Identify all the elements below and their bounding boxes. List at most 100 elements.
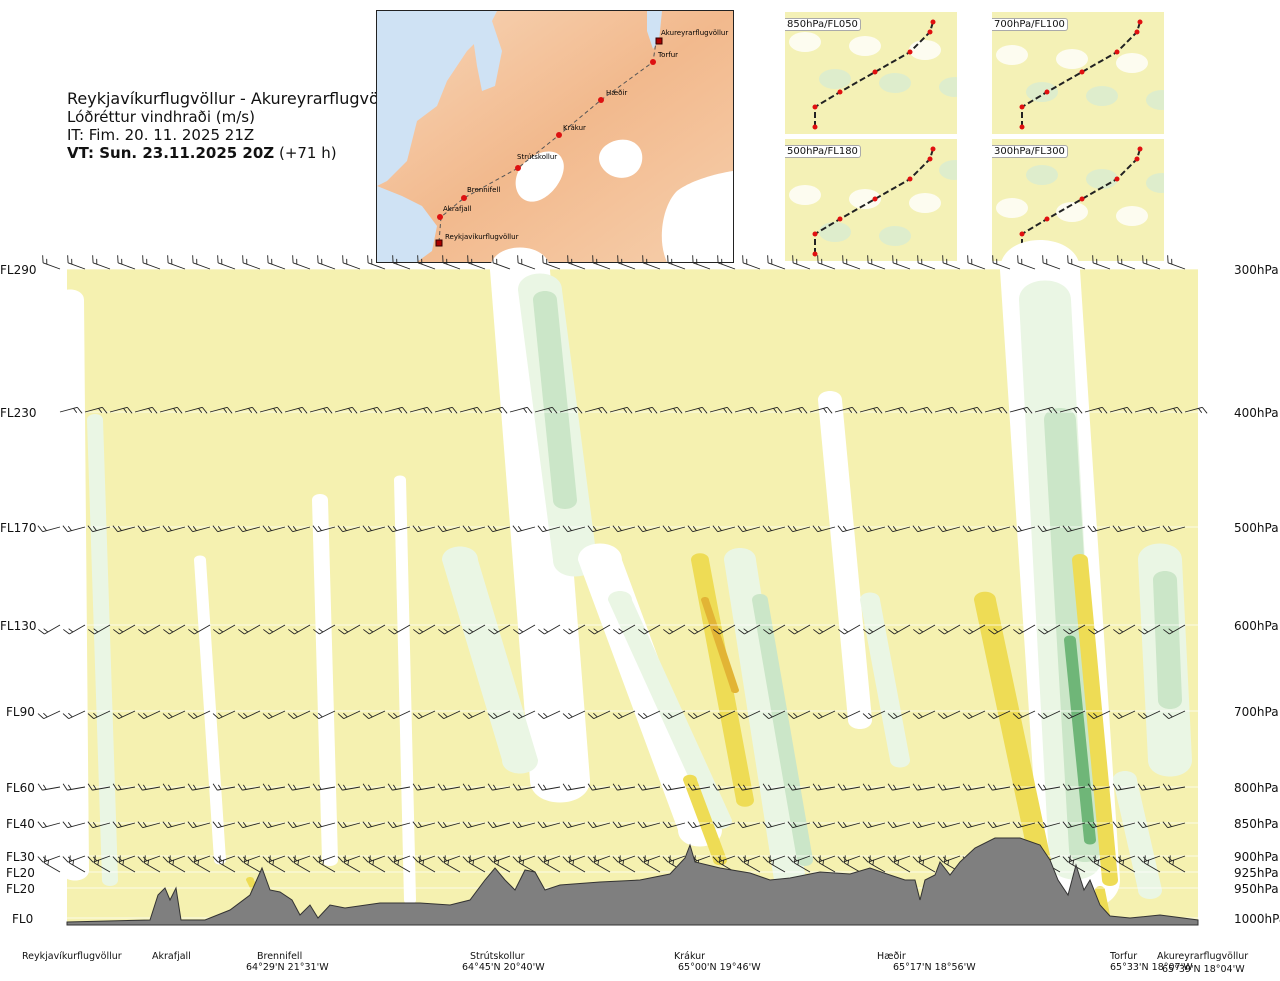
wind-barb (337, 710, 361, 720)
wind-barb (868, 855, 886, 873)
wind-barb (488, 624, 511, 635)
wind-barb (887, 525, 911, 533)
wind-barb (737, 783, 761, 791)
wind-barb (937, 710, 961, 720)
wind-barb (787, 525, 811, 533)
wind-barb (843, 855, 861, 873)
wind-barb (912, 710, 936, 720)
wind-barb (162, 783, 186, 791)
wind-barb (763, 624, 786, 635)
wind-barb (159, 406, 183, 414)
wind-barb (62, 525, 86, 533)
location-name: Krákur (674, 951, 706, 962)
mini-map-waypoint (1044, 89, 1050, 95)
mini-map-blob (879, 73, 911, 93)
wind-barb (659, 406, 683, 414)
wind-barb (184, 406, 208, 414)
wind-barb (242, 255, 261, 270)
wind-barb (1112, 525, 1136, 533)
wind-barb (987, 783, 1011, 791)
wind-barb (987, 525, 1011, 533)
wind-barb (1162, 783, 1186, 791)
wind-barb (934, 406, 958, 414)
mini-map-blob (1116, 53, 1148, 73)
wind-barb (1112, 710, 1136, 720)
wind-barb (1087, 710, 1111, 720)
mini-map-waypoint (1137, 19, 1143, 25)
wind-barb (113, 624, 136, 635)
wind-barb (392, 255, 411, 270)
wind-barb (662, 783, 686, 791)
wind-barb (268, 855, 286, 873)
wind-barb (1042, 255, 1061, 270)
wind-barb (712, 525, 736, 533)
wind-barb (737, 710, 761, 720)
route-map-drawing: Akureyrarflugvöllur Torfur Hæðir Krákur … (377, 11, 733, 262)
wind-barb (509, 406, 533, 414)
wind-barb (337, 783, 361, 791)
wind-barb (362, 525, 386, 533)
mini-map-blob (1056, 202, 1088, 222)
fl-label-90: FL90 (6, 705, 35, 719)
title-block: Reykjavíkurflugvöllur - Akureyrarflugvöl… (67, 90, 404, 163)
wind-barb (42, 255, 61, 270)
wind-barb (543, 855, 561, 873)
wind-barb (812, 525, 836, 533)
wind-barb (384, 406, 408, 414)
wind-barb (487, 783, 511, 791)
wind-barb (712, 821, 736, 829)
wind-barb (112, 710, 136, 720)
wind-barb (1012, 710, 1036, 720)
mini-map-blob (819, 222, 851, 242)
fl-label-20b: FL20 (6, 882, 35, 896)
location-name: Hæðir (877, 951, 906, 962)
location-name: Akrafjall (152, 951, 191, 962)
wind-barb (734, 406, 758, 414)
wind-barb (93, 855, 111, 873)
mini-map-waypoint (1114, 49, 1120, 55)
wind-barb (1117, 255, 1136, 270)
wind-barb (643, 855, 661, 873)
waypoint-marker-strutskollur (515, 165, 521, 171)
field-band (1072, 554, 1118, 886)
wind-barb (637, 821, 661, 829)
wind-barb (212, 821, 236, 829)
wind-barb (312, 710, 336, 720)
wind-barb (213, 624, 236, 635)
wind-barb (387, 525, 411, 533)
hpa-label-1000: 1000hPa (1234, 912, 1280, 926)
wind-barb (563, 624, 586, 635)
waypoint-marker-akrafjall (437, 214, 443, 220)
wind-barb (884, 406, 908, 414)
waypoint-marker-brennifell (461, 195, 467, 201)
wind-barb (1087, 821, 1111, 829)
mini-map-waypoint (1079, 69, 1085, 75)
wind-barb (813, 624, 836, 635)
fl-label-60: FL60 (6, 781, 35, 795)
wind-barb (513, 624, 536, 635)
wind-barb (1159, 406, 1183, 414)
wind-barb (487, 821, 511, 829)
wind-barb (917, 255, 936, 270)
wind-barb (637, 783, 661, 791)
wind-barb (687, 821, 711, 829)
location-name: Brennifell (257, 951, 303, 962)
wind-barb (387, 710, 411, 720)
wind-barb (1137, 525, 1161, 533)
wind-barb (962, 821, 986, 829)
hpa-label-600: 600hPa (1234, 619, 1279, 633)
waypoint-label-brennifell: Brennifell (467, 186, 500, 194)
wind-barb (117, 255, 136, 270)
wind-barb (1087, 525, 1111, 533)
wind-barb (317, 255, 336, 270)
wind-barb (409, 406, 433, 414)
wind-barb (37, 710, 61, 720)
wind-barb (37, 783, 61, 791)
mini-map-300: 300hPa/FL300 (992, 139, 1164, 261)
field-band (56, 289, 89, 881)
mini-map-waypoint (927, 29, 933, 35)
wind-barb (737, 821, 761, 829)
wind-barb (942, 255, 961, 270)
